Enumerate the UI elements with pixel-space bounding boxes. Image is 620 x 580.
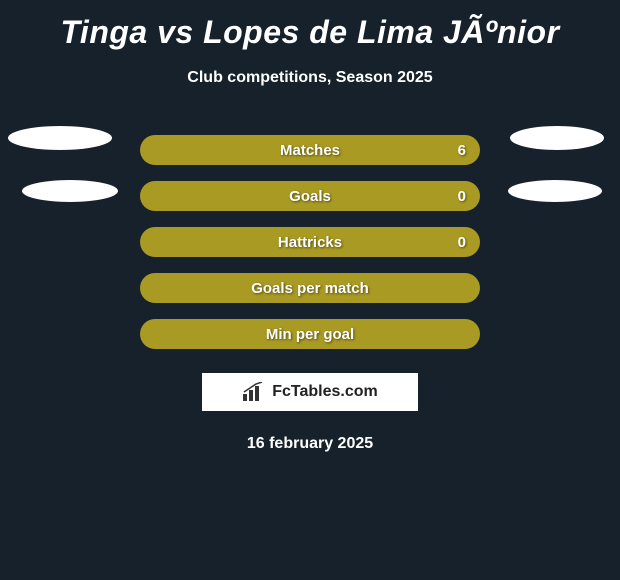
stat-label: Min per goal bbox=[266, 326, 354, 343]
stat-value-right: 0 bbox=[458, 188, 466, 205]
stats-rows: Matches 6 Goals 0 Hattricks 0 Goals per … bbox=[0, 127, 620, 357]
stat-label: Matches bbox=[280, 142, 340, 159]
stat-bar-goals-per-match: Goals per match bbox=[140, 273, 480, 303]
stat-row: Matches 6 bbox=[0, 127, 620, 173]
page-title: Tinga vs Lopes de Lima JÃºnior bbox=[0, 14, 620, 51]
stat-label: Goals bbox=[289, 188, 331, 205]
stat-row: Goals 0 bbox=[0, 173, 620, 219]
stat-bar-min-per-goal: Min per goal bbox=[140, 319, 480, 349]
stat-value-right: 0 bbox=[458, 234, 466, 251]
stat-row: Goals per match bbox=[0, 265, 620, 311]
stat-label: Goals per match bbox=[251, 280, 369, 297]
stat-row: Hattricks 0 bbox=[0, 219, 620, 265]
chart-icon bbox=[242, 382, 266, 402]
logo-box: FcTables.com bbox=[202, 373, 418, 411]
subtitle: Club competitions, Season 2025 bbox=[0, 69, 620, 87]
footer-date: 16 february 2025 bbox=[0, 435, 620, 453]
stat-label: Hattricks bbox=[278, 234, 342, 251]
stat-bar-goals: Goals 0 bbox=[140, 181, 480, 211]
stat-row: Min per goal bbox=[0, 311, 620, 357]
stat-bar-hattricks: Hattricks 0 bbox=[140, 227, 480, 257]
stat-bar-matches: Matches 6 bbox=[140, 135, 480, 165]
main-container: Tinga vs Lopes de Lima JÃºnior Club comp… bbox=[0, 0, 620, 463]
stat-value-right: 6 bbox=[458, 142, 466, 159]
logo-text: FcTables.com bbox=[272, 383, 378, 401]
